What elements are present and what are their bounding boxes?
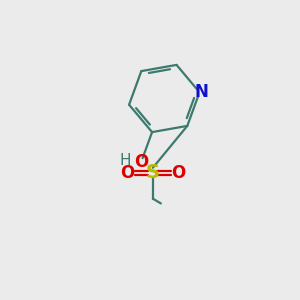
Text: O: O bbox=[120, 164, 134, 182]
Text: O: O bbox=[172, 164, 186, 182]
Text: N: N bbox=[194, 83, 208, 101]
Text: S: S bbox=[146, 164, 160, 182]
Text: H: H bbox=[120, 153, 131, 168]
Text: O: O bbox=[134, 153, 148, 171]
